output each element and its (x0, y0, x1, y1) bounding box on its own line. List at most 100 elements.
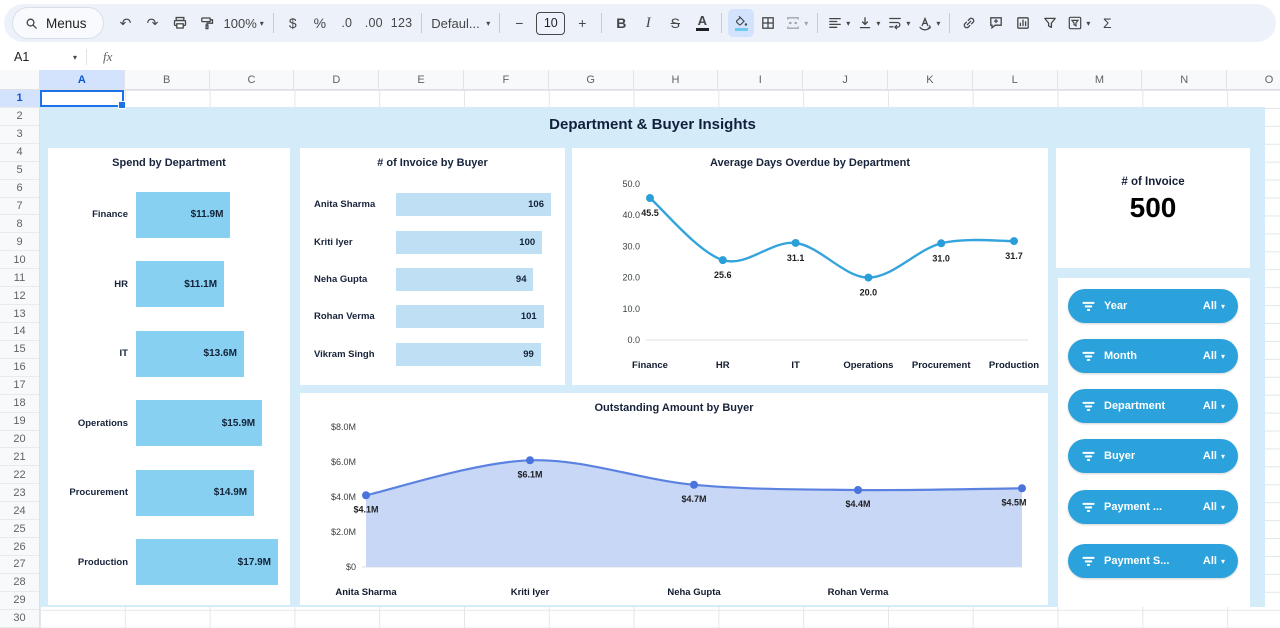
row-header-10[interactable]: 10 (0, 251, 39, 269)
column-header-L[interactable]: L (973, 70, 1058, 89)
row-header-7[interactable]: 7 (0, 198, 39, 216)
formula-input[interactable] (112, 44, 1280, 70)
row-header-29[interactable]: 29 (0, 592, 39, 610)
sheet-grid[interactable]: Department & Buyer Insights Spend by Dep… (40, 90, 1280, 628)
slicer-department-3[interactable]: DepartmentAll▾ (1068, 389, 1238, 423)
name-box[interactable]: A1 ▾ (0, 50, 86, 64)
category-label: Rohan Verma (314, 311, 396, 322)
decrease-decimal-button[interactable]: .0 (334, 9, 360, 37)
scorecard-invoice-count[interactable]: # of Invoice 500 (1056, 148, 1250, 268)
decrease-font-size-button[interactable]: − (506, 9, 532, 37)
increase-decimal-button[interactable]: .00 (361, 9, 387, 37)
insert-chart-button[interactable] (1010, 9, 1036, 37)
select-all-corner[interactable] (0, 70, 40, 90)
row-header-13[interactable]: 13 (0, 305, 39, 323)
row-header-12[interactable]: 12 (0, 287, 39, 305)
column-header-B[interactable]: B (125, 70, 210, 89)
format-currency-button[interactable]: $ (280, 9, 306, 37)
paint-format-button[interactable] (194, 9, 220, 37)
row-header-16[interactable]: 16 (0, 359, 39, 377)
column-header-K[interactable]: K (888, 70, 973, 89)
chart-outstanding-amount[interactable]: Outstanding Amount by Buyer $0$2.0M$4.0M… (300, 393, 1048, 605)
redo-button[interactable]: ↷ (140, 9, 166, 37)
font-size-input[interactable]: 10 (536, 12, 565, 35)
column-header-H[interactable]: H (634, 70, 719, 89)
row-header-11[interactable]: 11 (0, 269, 39, 287)
row-header-3[interactable]: 3 (0, 126, 39, 144)
row-header-4[interactable]: 4 (0, 144, 39, 162)
slicer-month-2[interactable]: MonthAll▾ (1068, 339, 1238, 373)
svg-text:$4.7M: $4.7M (681, 494, 706, 504)
borders-button[interactable] (755, 9, 781, 37)
bold-button[interactable]: B (608, 9, 634, 37)
column-header-J[interactable]: J (803, 70, 888, 89)
text-rotation-button[interactable]: ▾ (914, 9, 943, 37)
column-header-I[interactable]: I (718, 70, 803, 89)
slicer-buyer-4[interactable]: BuyerAll▾ (1068, 439, 1238, 473)
text-color-button[interactable]: A (689, 9, 715, 37)
insert-link-button[interactable] (956, 9, 982, 37)
undo-button[interactable]: ↶ (113, 9, 139, 37)
column-header-O[interactable]: O (1227, 70, 1280, 89)
column-header-G[interactable]: G (549, 70, 634, 89)
row-header-22[interactable]: 22 (0, 466, 39, 484)
row-header-24[interactable]: 24 (0, 502, 39, 520)
strikethrough-button[interactable]: S (662, 9, 688, 37)
row-header-23[interactable]: 23 (0, 484, 39, 502)
filter-views-button[interactable]: ▾ (1064, 9, 1093, 37)
merge-cells-button[interactable]: ▾ (782, 9, 811, 37)
row-header-9[interactable]: 9 (0, 233, 39, 251)
row-header-27[interactable]: 27 (0, 556, 39, 574)
print-button[interactable] (167, 9, 193, 37)
row-header-17[interactable]: 17 (0, 377, 39, 395)
bar: $11.1M (136, 261, 224, 307)
slicer-year-1[interactable]: YearAll▾ (1068, 289, 1238, 323)
row-header-1[interactable]: 1 (0, 90, 39, 108)
column-headers: ABCDEFGHIJKLMNO (40, 70, 1280, 90)
zoom-control[interactable]: 100%▾ (221, 9, 267, 37)
slicer-payment-s-6[interactable]: Payment S...All▾ (1068, 544, 1238, 578)
column-header-N[interactable]: N (1142, 70, 1227, 89)
text-wrap-button[interactable]: ▾ (884, 9, 913, 37)
row-header-8[interactable]: 8 (0, 215, 39, 233)
chart-avg-days-overdue[interactable]: Average Days Overdue by Department 0.010… (572, 148, 1048, 385)
functions-button[interactable]: Σ (1094, 9, 1120, 37)
row-header-6[interactable]: 6 (0, 180, 39, 198)
column-header-C[interactable]: C (210, 70, 295, 89)
bar: 99 (396, 343, 541, 366)
vertical-align-button[interactable]: ▾ (854, 9, 883, 37)
insert-comment-button[interactable] (983, 9, 1009, 37)
row-header-30[interactable]: 30 (0, 610, 39, 628)
menus-button[interactable]: Menus (12, 7, 104, 39)
row-header-15[interactable]: 15 (0, 341, 39, 359)
horizontal-align-button[interactable]: ▾ (824, 9, 853, 37)
column-header-E[interactable]: E (379, 70, 464, 89)
create-filter-button[interactable] (1037, 9, 1063, 37)
column-header-F[interactable]: F (464, 70, 549, 89)
row-header-21[interactable]: 21 (0, 448, 39, 466)
format-percent-button[interactable]: % (307, 9, 333, 37)
row-header-28[interactable]: 28 (0, 574, 39, 592)
column-header-M[interactable]: M (1058, 70, 1143, 89)
area-chart-canvas: $0$2.0M$4.0M$6.0M$8.0M$4.1M$6.1M$4.7M$4.… (306, 419, 1042, 601)
chart-invoices-by-buyer[interactable]: # of Invoice by Buyer Anita Sharma106Kri… (300, 148, 565, 385)
column-header-D[interactable]: D (294, 70, 379, 89)
row-header-2[interactable]: 2 (0, 108, 39, 126)
chart-spend-by-department[interactable]: Spend by Department Finance$11.9MHR$11.1… (48, 148, 290, 605)
italic-button[interactable]: I (635, 9, 661, 37)
more-formats-button[interactable]: 123 (388, 9, 415, 37)
row-header-25[interactable]: 25 (0, 520, 39, 538)
row-header-18[interactable]: 18 (0, 395, 39, 413)
column-header-A[interactable]: A (40, 70, 125, 89)
row-header-26[interactable]: 26 (0, 538, 39, 556)
row-header-20[interactable]: 20 (0, 431, 39, 449)
row-header-19[interactable]: 19 (0, 413, 39, 431)
increase-decimal-label: .00 (365, 16, 383, 30)
row-header-5[interactable]: 5 (0, 162, 39, 180)
increase-font-size-button[interactable]: + (569, 9, 595, 37)
font-family-control[interactable]: Defaul...▾ (428, 9, 493, 37)
slicer-payment-5[interactable]: Payment ...All▾ (1068, 490, 1238, 524)
fill-handle[interactable] (118, 101, 126, 109)
row-header-14[interactable]: 14 (0, 323, 39, 341)
fill-color-button[interactable] (728, 9, 754, 37)
